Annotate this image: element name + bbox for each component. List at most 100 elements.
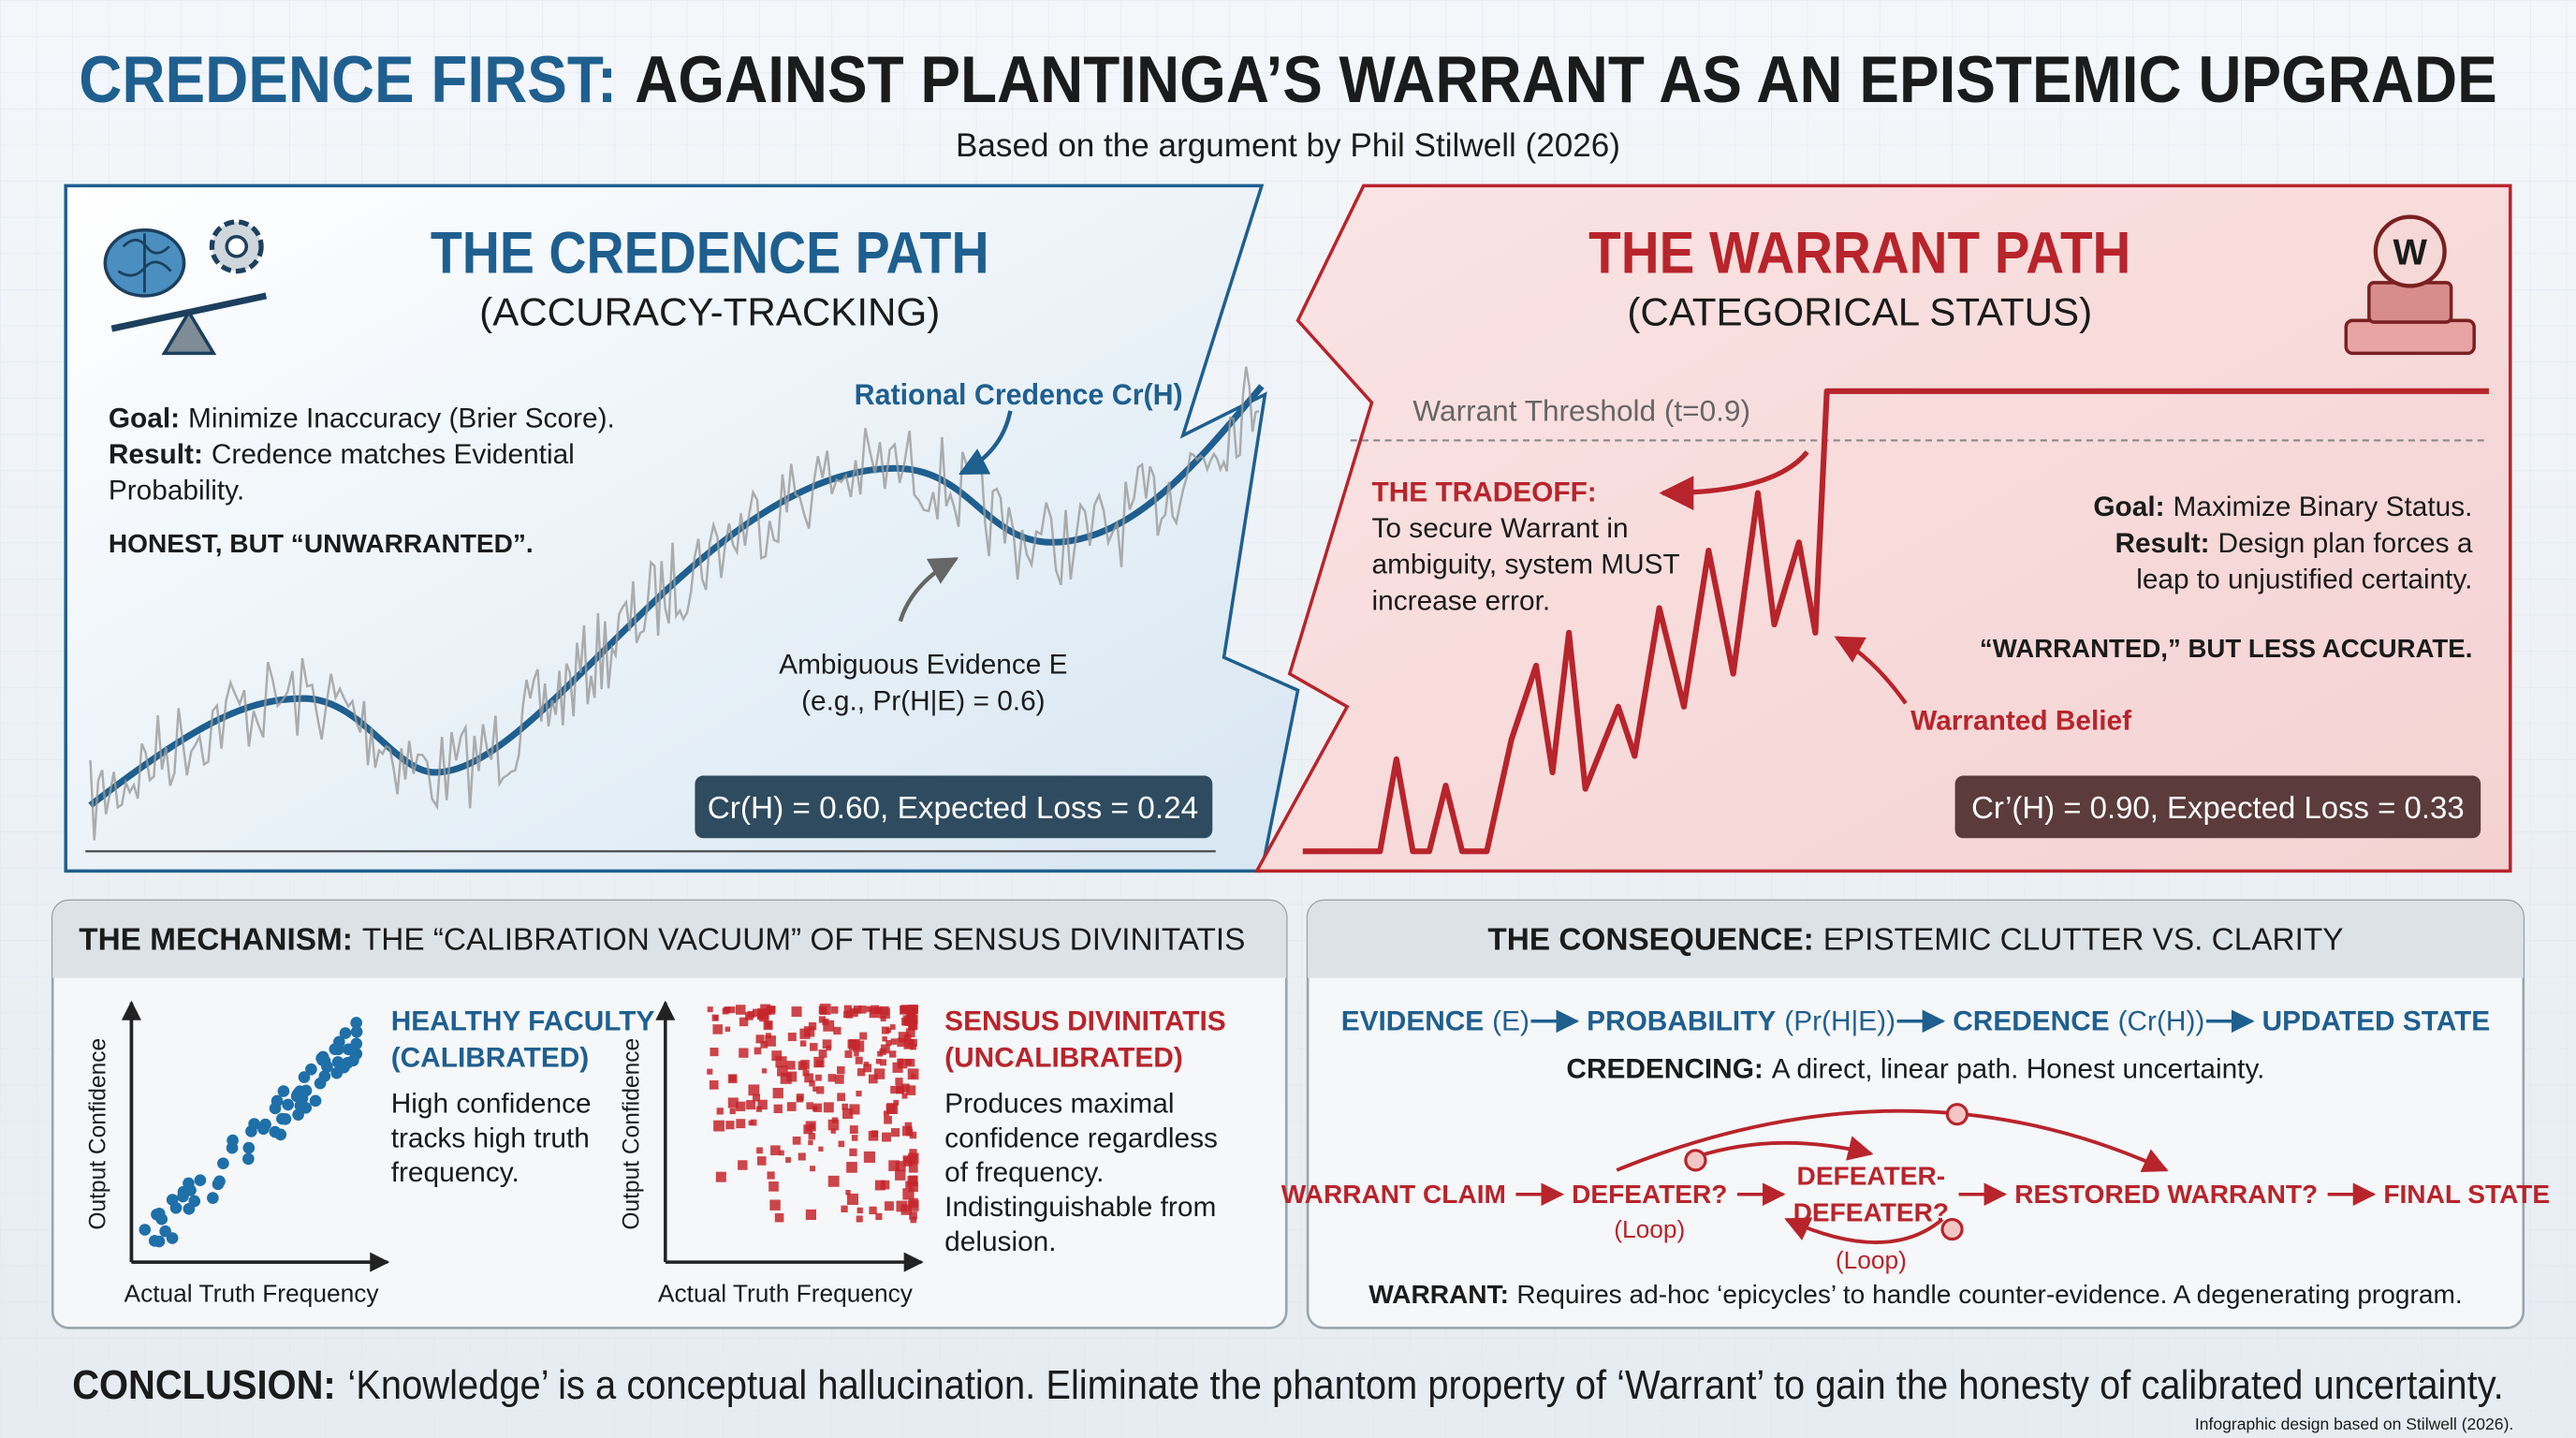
warrant-panel: [1253, 183, 2512, 873]
uncalibrated-square: [910, 1216, 917, 1224]
uncalibrated-square: [804, 1073, 814, 1083]
uncalibrated-square: [873, 1068, 886, 1079]
uncalibrated-square: [792, 1136, 801, 1145]
panel-title-part: THE WARRANT PATH: [1588, 220, 2130, 286]
goal-part: Goal:: [109, 403, 180, 433]
uncalibrated-square: [809, 1080, 815, 1087]
uncalibrated-square: [827, 1119, 840, 1131]
goal-part: Maximize Binary Status.: [2174, 492, 2473, 522]
x-axis-label-part: Actual Truth Frequency: [124, 1279, 380, 1307]
uncalibrated-square: [874, 1180, 886, 1191]
loop-arrow: [1616, 1108, 2169, 1173]
flow-item-part: RESTORED WARRANT?: [2014, 1180, 2318, 1209]
main-title: CREDENCE FIRST:AGAINST PLANTINGA’S WARRA…: [79, 42, 2497, 116]
uncalibrated-square: [729, 1108, 736, 1115]
uncalibrated-square: [901, 1093, 908, 1099]
uncalibrated-square: [843, 1005, 853, 1013]
uncalibrated-square: [842, 1103, 849, 1110]
flow-item: EVIDENCE (E): [1341, 1006, 1530, 1037]
flow-item: DEFEATER?: [1572, 1180, 1727, 1209]
consequence-header: [1308, 900, 2524, 978]
uncalibrated-square: [884, 1201, 894, 1211]
calibrated-dot: [330, 1066, 344, 1079]
consequence-title: THE CONSEQUENCE: EPISTEMIC CLUTTER VS. CL…: [1487, 923, 2343, 958]
calibrated-dot: [347, 1054, 359, 1067]
mechanism-title: THE MECHANISM: THE “CALIBRATION VACUUM” O…: [79, 923, 1245, 958]
warrant-note-part: Requires ad-hoc ‘epicycles’ to handle co…: [1516, 1280, 2462, 1309]
threshold-label-part: Warrant Threshold (t=0.9): [1412, 393, 1750, 427]
result-part: Credence matches Evidential: [212, 439, 575, 470]
subtitle: Based on the argument by Phil Stilwell (…: [956, 127, 1620, 164]
main-title-part: CREDENCE FIRST:: [79, 42, 617, 116]
calibrated-dot: [305, 1063, 317, 1076]
uncalibrated-square: [818, 1005, 827, 1015]
uncalibrated-square: [775, 1056, 787, 1068]
uncalibrated-square: [808, 1139, 813, 1146]
result-part: Design plan forces a: [2218, 528, 2473, 559]
uncalibrated-square: [810, 1166, 816, 1172]
uncalibrated-square: [851, 1135, 858, 1141]
uncalibrated-square: [845, 1189, 851, 1196]
conclusion-part: CONCLUSION:: [72, 1362, 335, 1408]
uncalibrated-square: [896, 1085, 904, 1093]
y-axis-label-part: Output Confidence: [85, 1038, 110, 1230]
credence-summary: Cr(H) = 0.60, Expected Loss = 0.24: [708, 791, 1198, 826]
scatter-dots: [139, 1004, 919, 1248]
flow-note-part: (Loop): [1836, 1246, 1907, 1274]
uncalibrated-square: [898, 1032, 910, 1043]
main-title-part: AGAINST PLANTINGA’S WARRANT AS AN EPISTE…: [635, 42, 2496, 116]
panel-title: THE WARRANT PATH: [1588, 220, 2130, 286]
belief-arrow: [1834, 636, 1908, 705]
uncalibrated-square: [841, 1205, 848, 1212]
uncalibrated-square: [735, 1005, 746, 1015]
uncalibrated-square: [773, 1104, 783, 1113]
evidence-label-arrow: [898, 556, 959, 623]
calibrated-dot: [242, 1141, 256, 1154]
uncalibrated-square: [727, 1074, 738, 1084]
uncalibrated-square: [907, 1200, 919, 1211]
calibrated-dot: [292, 1108, 304, 1121]
evidence-label-part: Ambiguous Evidence E: [779, 650, 1067, 681]
uncalibrated-square: [716, 1108, 724, 1115]
brain-folds: [117, 233, 172, 293]
uncalibrated-square: [771, 1050, 783, 1062]
calibrated-dot: [259, 1118, 271, 1131]
tradeoff-text: ambiguity, system MUST: [1372, 550, 1680, 580]
calibrated-dot: [248, 1118, 260, 1130]
uncalibrated-square: [857, 1005, 867, 1014]
uncalibrated-square: [855, 1056, 863, 1064]
curve-label: Rational Credence Cr(H): [855, 377, 1183, 411]
threshold-label: Warrant Threshold (t=0.9): [1412, 393, 1750, 427]
uncalibrated-square: [886, 1039, 892, 1047]
uncalibrated-square: [739, 1017, 749, 1027]
loop-arrow: [1694, 1136, 1874, 1161]
uncalibrated-square: [748, 1120, 754, 1126]
calibrated-dot: [314, 1077, 327, 1090]
plot-text-part: of frequency.: [944, 1157, 1104, 1188]
calibrated-dot: [177, 1185, 190, 1198]
uncalibrated-square: [812, 1086, 818, 1092]
uncalibrated-square: [812, 1103, 823, 1112]
plot-text-part: Produces maximal: [944, 1088, 1174, 1119]
uncalibrated-square: [818, 1146, 824, 1152]
uncalibrated-square: [900, 1005, 909, 1014]
uncalibrated-square: [886, 1103, 899, 1115]
plot-text: High confidence: [391, 1088, 592, 1119]
flow-item-part: EVIDENCE: [1341, 1006, 1484, 1037]
uncalibrated-square: [859, 1032, 868, 1040]
belief-label-part: Warranted Belief: [1910, 705, 2131, 736]
uncalibrated-square: [895, 1161, 906, 1172]
plot-heading-part: HEALTHY FACULTY: [391, 1006, 655, 1037]
result-part: Result:: [109, 439, 203, 470]
calibrated-dot: [274, 1128, 287, 1141]
credence-panel: [64, 183, 1300, 873]
loop-node: [1940, 1217, 1964, 1241]
uncalibrated-square: [846, 1162, 857, 1173]
uncalibrated-square: [785, 1157, 791, 1163]
uncalibrated-square: [875, 1212, 883, 1220]
uncalibrated-square: [765, 1033, 771, 1039]
uncalibrated-square: [827, 1175, 840, 1187]
uncalibrated-square: [880, 1059, 887, 1066]
flow-note: (Loop): [1614, 1215, 1685, 1243]
